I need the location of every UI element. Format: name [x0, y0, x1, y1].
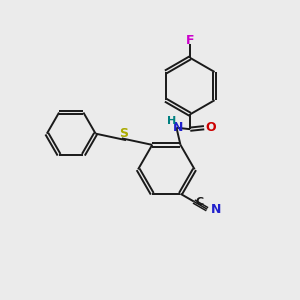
Text: H: H	[167, 116, 176, 126]
Text: O: O	[205, 121, 216, 134]
Text: N: N	[211, 203, 221, 216]
Text: N: N	[173, 121, 183, 134]
Text: C: C	[196, 197, 204, 207]
Text: S: S	[119, 128, 128, 140]
Text: F: F	[186, 34, 194, 47]
